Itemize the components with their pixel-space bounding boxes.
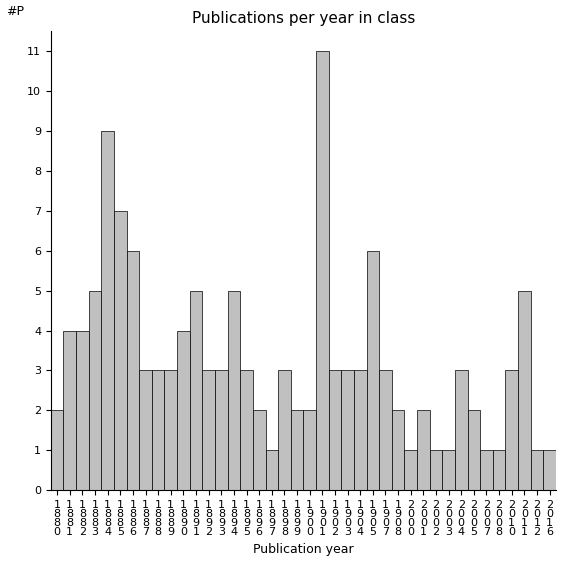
- Bar: [240, 370, 253, 490]
- Bar: [89, 291, 101, 490]
- Bar: [531, 450, 543, 490]
- Bar: [392, 411, 404, 490]
- Bar: [152, 370, 164, 490]
- Bar: [51, 411, 64, 490]
- Bar: [480, 450, 493, 490]
- Bar: [291, 411, 303, 490]
- Bar: [493, 450, 505, 490]
- Bar: [341, 370, 354, 490]
- Bar: [430, 450, 442, 490]
- Bar: [329, 370, 341, 490]
- Bar: [354, 370, 366, 490]
- Bar: [505, 370, 518, 490]
- Bar: [303, 411, 316, 490]
- Bar: [64, 331, 76, 490]
- Bar: [126, 251, 139, 490]
- Bar: [101, 131, 114, 490]
- Y-axis label: #P: #P: [6, 5, 24, 18]
- Bar: [227, 291, 240, 490]
- Bar: [316, 52, 329, 490]
- Bar: [215, 370, 227, 490]
- Bar: [442, 450, 455, 490]
- Bar: [379, 370, 392, 490]
- Bar: [253, 411, 265, 490]
- Bar: [455, 370, 468, 490]
- Bar: [404, 450, 417, 490]
- Bar: [139, 370, 152, 490]
- Bar: [366, 251, 379, 490]
- Bar: [76, 331, 89, 490]
- Bar: [518, 291, 531, 490]
- Bar: [468, 411, 480, 490]
- Bar: [543, 450, 556, 490]
- Bar: [190, 291, 202, 490]
- Bar: [278, 370, 291, 490]
- Bar: [177, 331, 190, 490]
- Bar: [265, 450, 278, 490]
- Title: Publications per year in class: Publications per year in class: [192, 11, 415, 26]
- Bar: [417, 411, 430, 490]
- Bar: [114, 211, 126, 490]
- X-axis label: Publication year: Publication year: [253, 543, 354, 556]
- Bar: [164, 370, 177, 490]
- Bar: [202, 370, 215, 490]
